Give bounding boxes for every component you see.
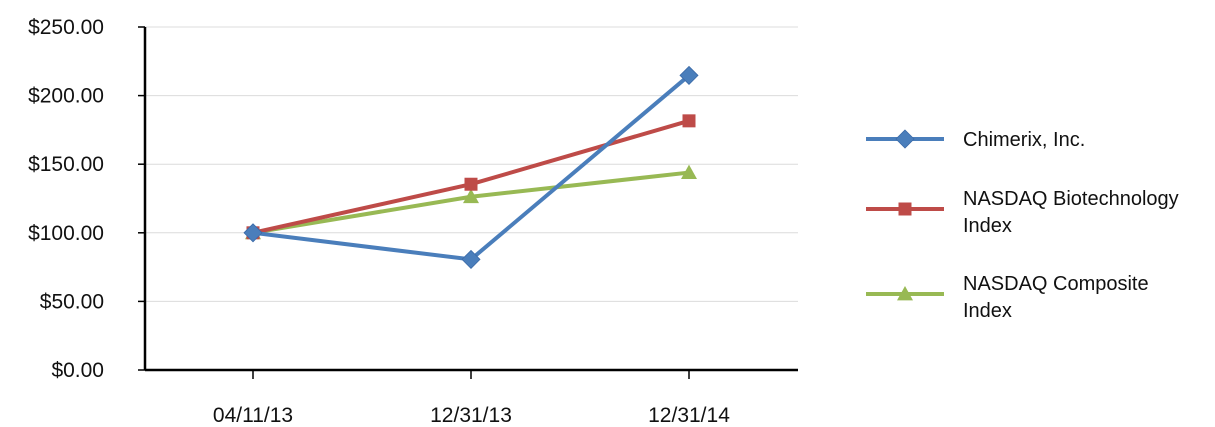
data-point	[464, 177, 478, 191]
data-point	[679, 65, 699, 85]
legend-item-2: NASDAQ Composite Index	[866, 273, 1149, 322]
data-point	[243, 223, 263, 243]
legend-label: Chimerix, Inc.	[963, 129, 1085, 151]
legend-label: NASDAQ Composite	[963, 273, 1149, 295]
y-axis-ticks: $0.00 $50.00 $100.00 $150.00 $200.00 $250.00	[28, 16, 145, 382]
data-point	[681, 164, 697, 179]
x-axis-ticks: 04/11/13 12/31/13 12/31/14	[213, 370, 730, 427]
legend-item-1: NASDAQ Biotechnology Index	[866, 188, 1179, 237]
series-1	[246, 114, 696, 240]
series-0	[243, 65, 699, 269]
data-point	[463, 188, 479, 204]
y-tick-label: $50.00	[40, 290, 104, 313]
data-point	[461, 249, 481, 269]
legend-item-0: Chimerix, Inc.	[866, 129, 1085, 151]
series-2	[245, 164, 697, 240]
y-tick-label: $200.00	[28, 85, 104, 108]
series-line	[252, 118, 690, 235]
y-tick-label: $100.00	[28, 222, 104, 245]
legend-label: NASDAQ Biotechnology	[963, 188, 1179, 210]
legend-swatch-marker	[898, 202, 912, 216]
y-tick-label: $150.00	[28, 153, 104, 176]
legend: Chimerix, Inc.NASDAQ BiotechnologyIndexN…	[866, 129, 1179, 322]
y-tick-label: $0.00	[51, 359, 104, 382]
x-tick-label: 12/31/13	[430, 404, 512, 427]
series-group	[243, 65, 699, 269]
x-tick-label: 12/31/14	[648, 404, 730, 427]
legend-swatch-marker	[897, 286, 913, 301]
legend-label: Index	[963, 300, 1012, 322]
legend-label: Index	[963, 215, 1012, 237]
legend-swatch-marker	[895, 129, 915, 149]
data-point	[682, 114, 696, 128]
x-tick-label: 04/11/13	[213, 404, 293, 427]
series-line	[252, 73, 691, 262]
y-tick-label: $250.00	[28, 16, 104, 39]
